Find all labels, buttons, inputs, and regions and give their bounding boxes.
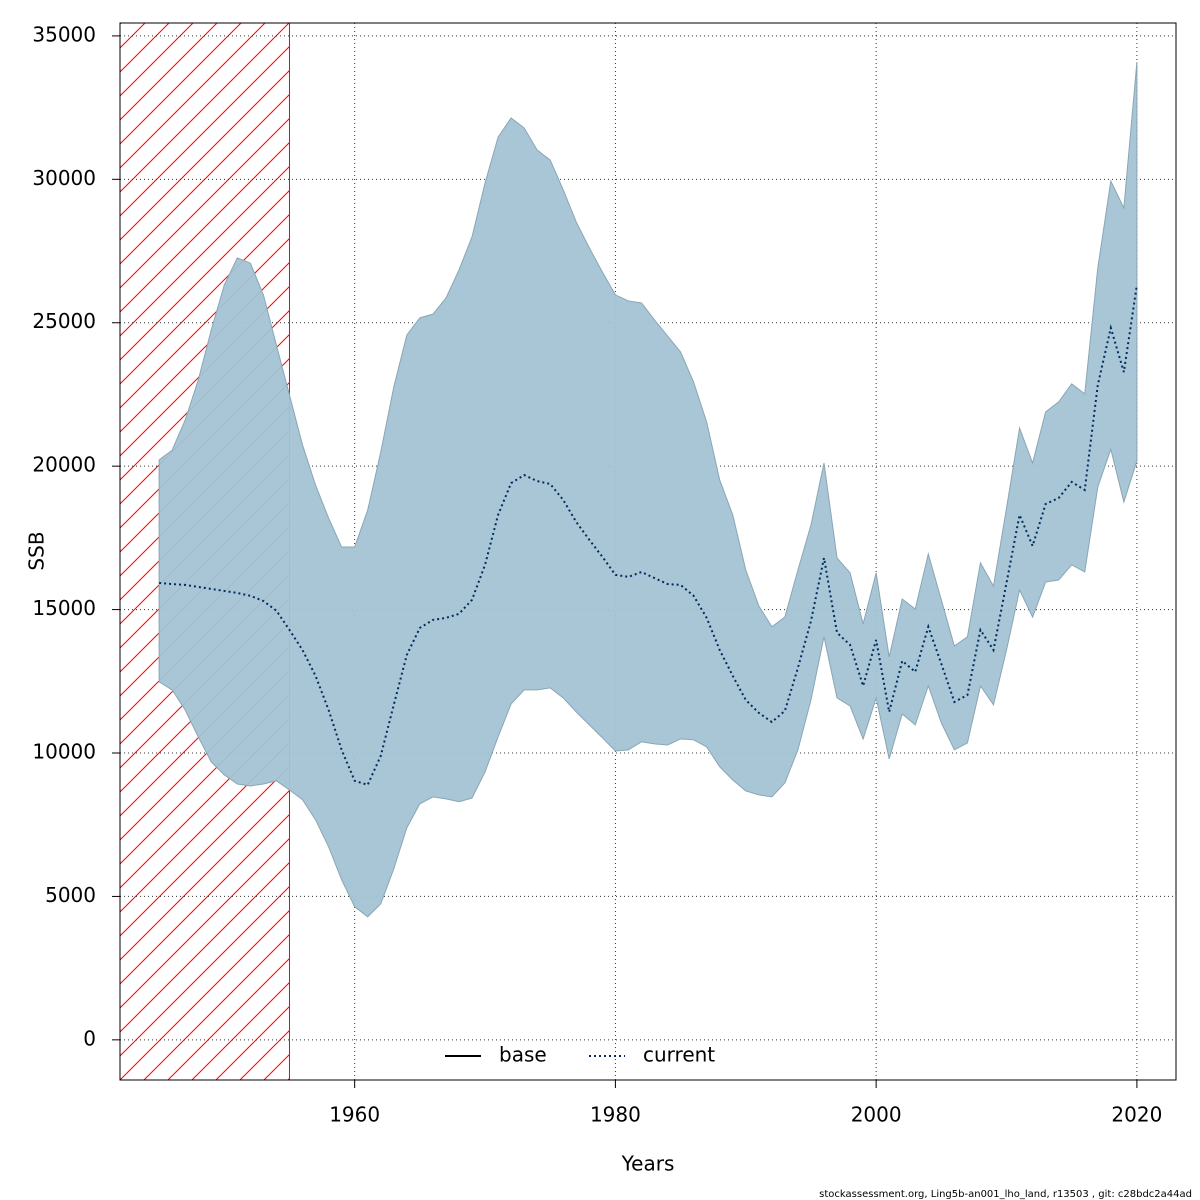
- y-tick-label: 25000: [32, 309, 96, 333]
- legend-label: base: [499, 1043, 547, 1067]
- x-tick-label: 1960: [329, 1103, 380, 1127]
- y-tick-label: 5000: [45, 883, 96, 907]
- series-line: [159, 284, 1138, 787]
- footer: stockassessment.org, Ling5b-an001_lho_la…: [819, 1189, 1192, 1200]
- y-tick-label: 20000: [32, 453, 96, 477]
- y-tick-label: 0: [83, 1026, 96, 1050]
- y-tick-label: 10000: [32, 740, 96, 764]
- x-axis-label: Years: [621, 1152, 675, 1176]
- legend-label: current: [643, 1043, 715, 1067]
- y-tick-label: 30000: [32, 166, 96, 190]
- y-axis-label: SSB: [25, 531, 49, 570]
- x-tick-label: 2000: [851, 1103, 902, 1127]
- confidence-band: [158, 61, 1138, 918]
- y-tick-label: 15000: [32, 596, 96, 620]
- y-tick-label: 35000: [32, 22, 96, 46]
- x-tick-label: 2020: [1111, 1103, 1162, 1127]
- x-tick-label: 1980: [590, 1103, 641, 1127]
- plot-frame: [119, 22, 1177, 1081]
